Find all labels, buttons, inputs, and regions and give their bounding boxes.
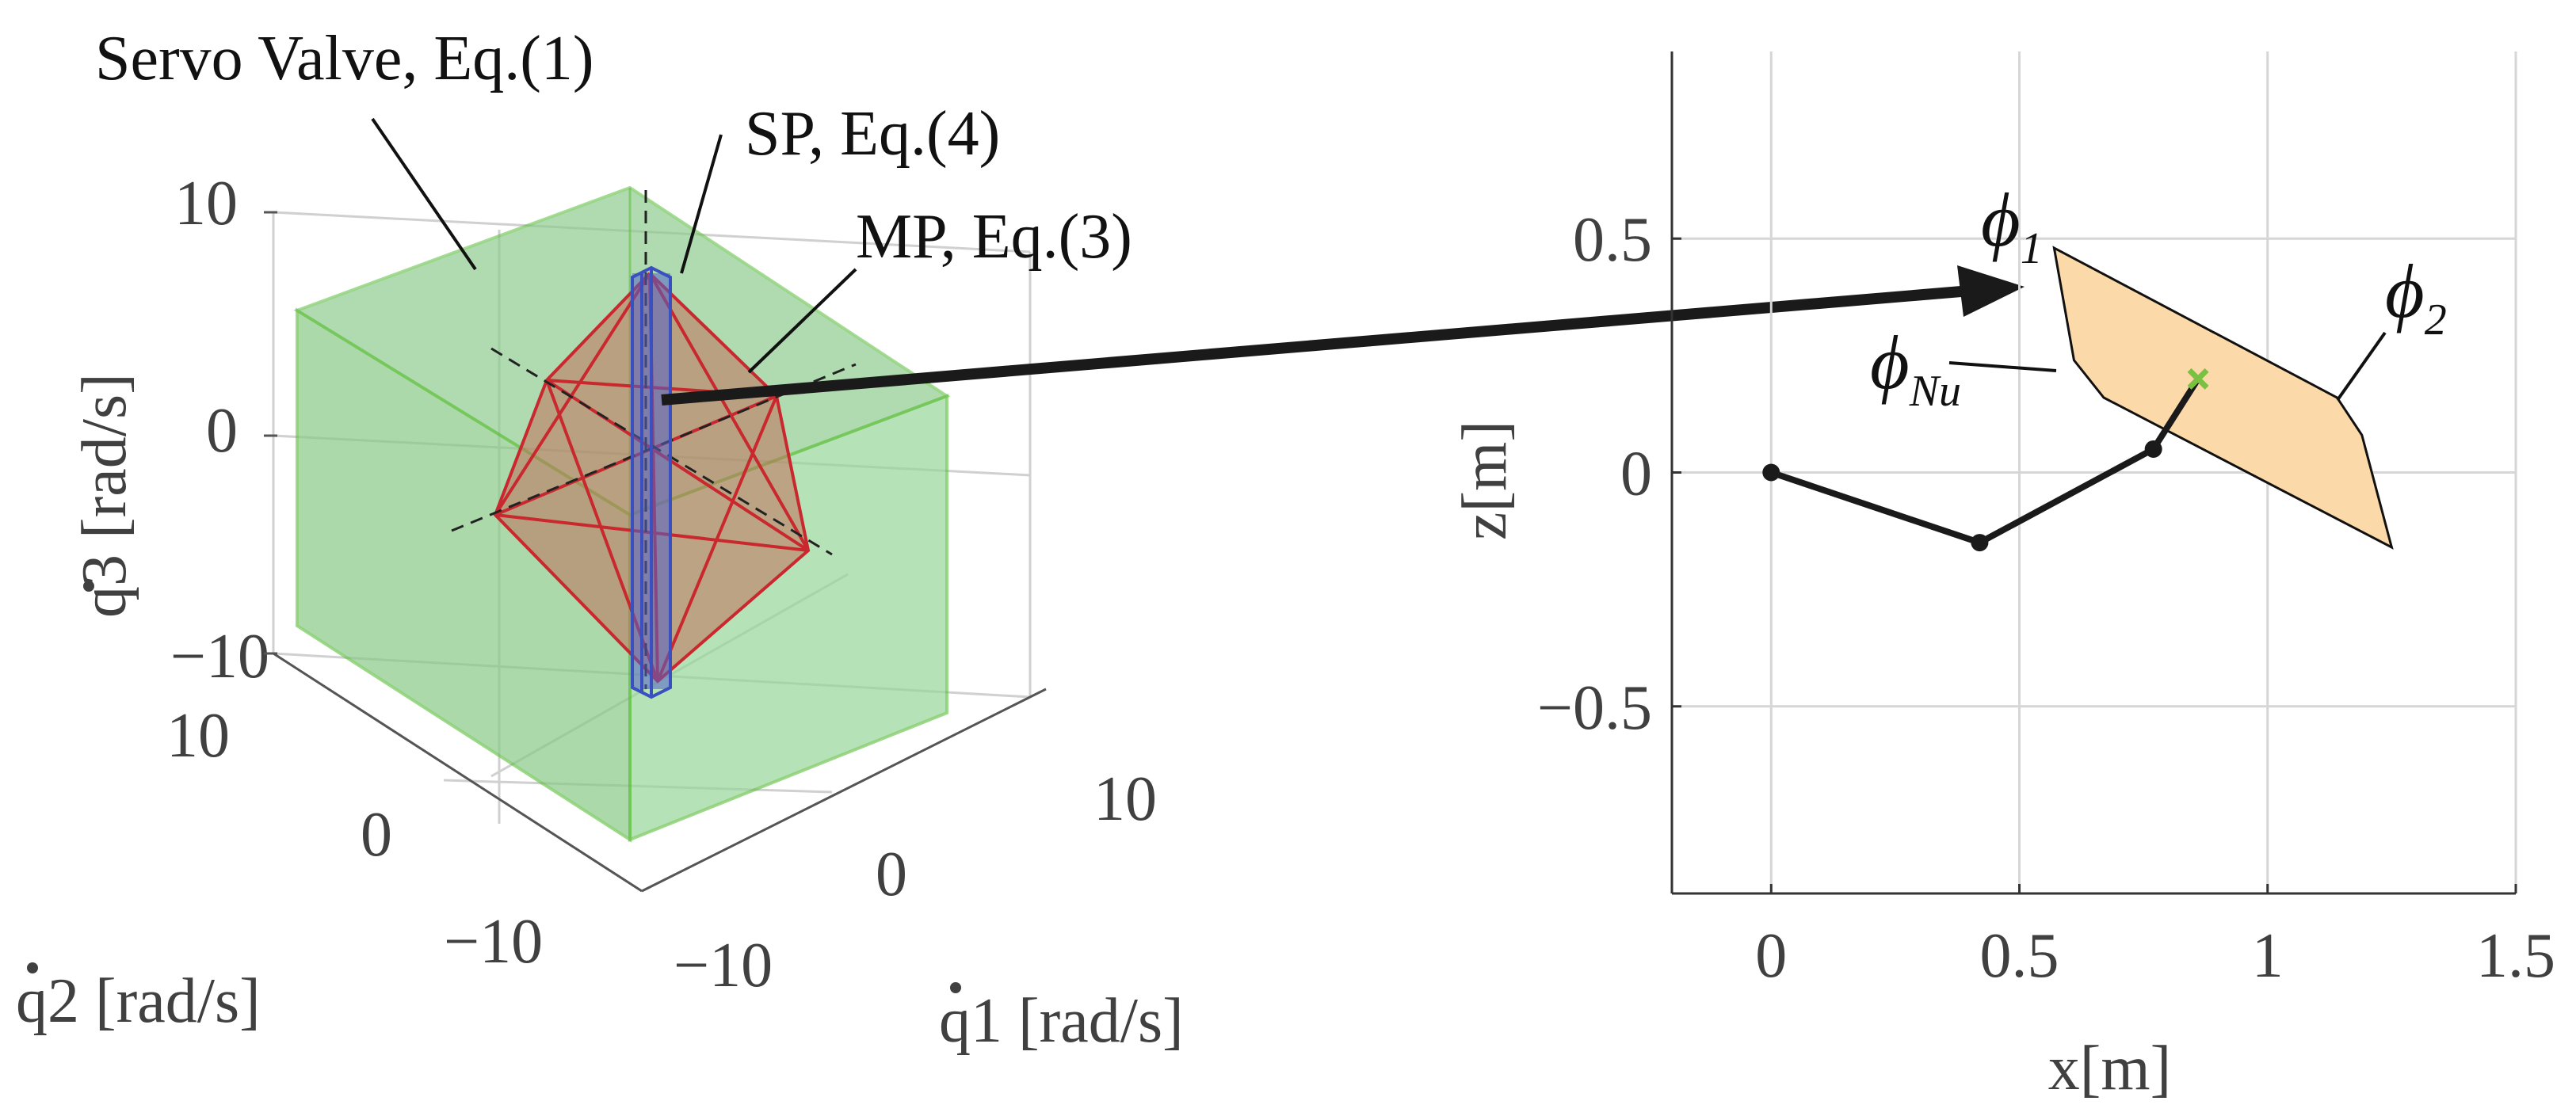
svg-text:q1 [rad/s]: q1 [rad/s] — [939, 986, 1184, 1056]
sp-label: SP, Eq.(4) — [745, 99, 1000, 169]
joint-markers — [1762, 440, 2162, 552]
end-effector-marker — [2187, 368, 2209, 390]
reachable-region — [2052, 246, 2394, 550]
servo-valve-label: Servo Valve, Eq.(1) — [95, 24, 594, 93]
y-axis-label: q2 [rad/s] — [16, 962, 261, 1036]
x-tick-group: 0 0.5 1 1.5 — [1755, 884, 2555, 991]
x-axis-label-2d: x[m] — [2048, 1034, 2172, 1103]
x-tick-label: 1.5 — [2476, 921, 2555, 991]
y-tick-label: 0.5 — [1573, 205, 1652, 275]
svg-text:q2 [rad/s]: q2 [rad/s] — [16, 966, 261, 1036]
z-tick-2: −10 — [170, 622, 269, 691]
y-tick-1: 0 — [361, 800, 392, 870]
sp-leader — [680, 134, 723, 274]
x-tick-0: 10 — [1093, 764, 1157, 834]
z-axis-label: q3 [rad/s] — [70, 373, 139, 618]
phi1-label: ϕ1 — [1981, 177, 2043, 273]
joint-point — [1762, 463, 1780, 482]
arm-links — [1770, 377, 2201, 547]
y-axis-label-2d: z[m] — [1450, 421, 1520, 540]
y-tick-label: 0 — [1620, 440, 1652, 509]
y-tick-label: −0.5 — [1537, 673, 1652, 743]
workspace-plot: 0 0.5 1 1.5 0.5 0 −0.5 x[m] z[m] ϕ1 ϕ2 ϕNu — [1450, 51, 2555, 1103]
y-tick-2: −10 — [444, 907, 543, 977]
x-tick-2: −10 — [674, 931, 773, 1000]
z-tick-0: 10 — [174, 169, 238, 238]
servo-valve-leader — [371, 117, 477, 271]
x-tick-label: 0 — [1755, 921, 1787, 991]
y-tick-group: 0.5 0 −0.5 — [1537, 205, 1681, 743]
x-tick-1: 0 — [876, 840, 907, 909]
joint-point — [2144, 440, 2162, 458]
y-tick-0: 10 — [166, 701, 230, 771]
sp-prism — [631, 265, 672, 699]
phi2-label: ϕ2 — [2385, 249, 2447, 345]
phiN-label: ϕNu — [1870, 320, 1961, 416]
x-tick-label: 1 — [2252, 921, 2284, 991]
mp-label: MP, Eq.(3) — [856, 202, 1132, 272]
joint-point — [1971, 534, 1989, 552]
svg-text:q3 [rad/s]: q3 [rad/s] — [70, 373, 139, 618]
x-tick-label: 0.5 — [1980, 921, 2059, 991]
mapping-arrow — [661, 265, 2025, 406]
end-effector-cross — [2187, 368, 2209, 390]
z-tick-1: 0 — [206, 396, 238, 466]
velocity-polytope-plot: 10 0 −10 10 0 −10 10 0 −10 q3 [rad/s] q2… — [16, 24, 2025, 1056]
x-axis-label: q1 [rad/s] — [939, 982, 1184, 1056]
grid-lines-2d — [1670, 51, 2517, 895]
mp-leader — [747, 268, 857, 374]
phi2-leader — [2336, 331, 2387, 402]
phiN-leader — [1948, 361, 2057, 372]
